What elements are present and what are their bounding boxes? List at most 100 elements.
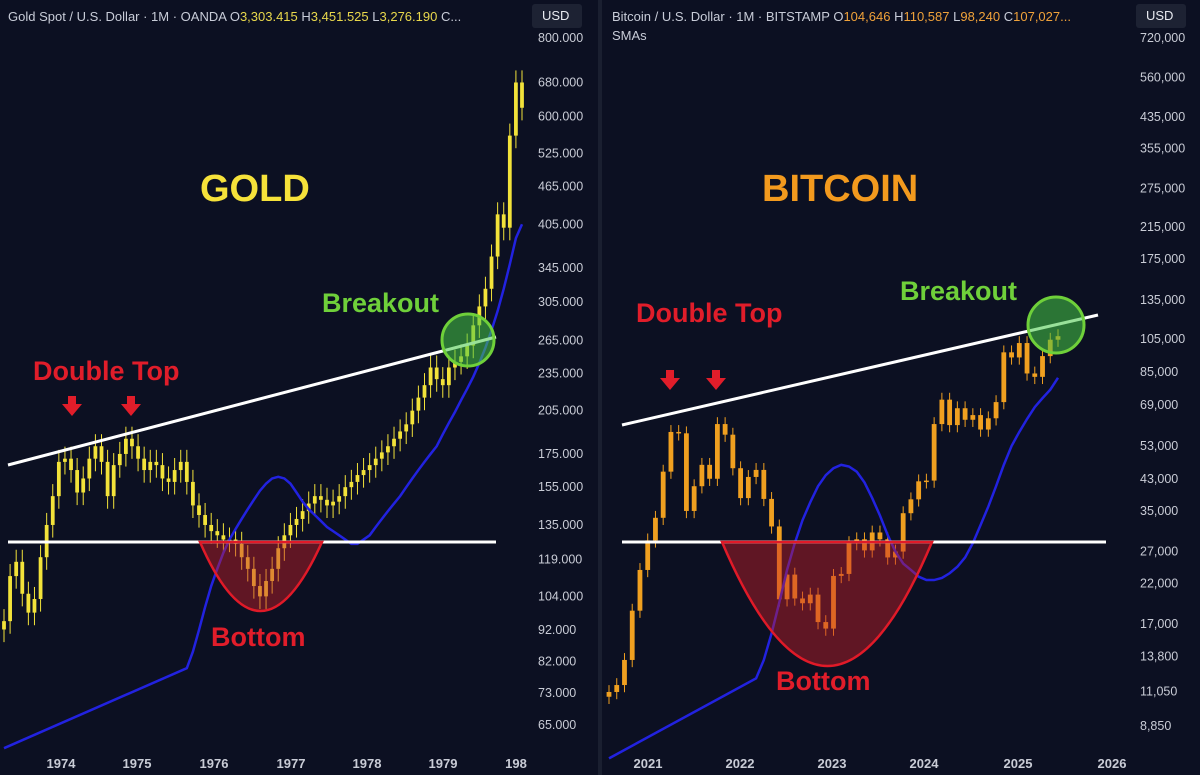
btc-y-tick: 560,000 bbox=[1140, 70, 1185, 84]
gold-candle bbox=[81, 478, 86, 493]
gold-candle bbox=[99, 446, 104, 462]
btc-x-tick: 2024 bbox=[910, 756, 940, 771]
gold-y-tick: 205.000 bbox=[538, 404, 583, 418]
btc-y-tick: 355,000 bbox=[1140, 142, 1185, 156]
gold-sma-line bbox=[3, 223, 524, 750]
btc-bottom-label: Bottom bbox=[776, 666, 871, 696]
btc-x-tick: 2023 bbox=[818, 756, 847, 771]
btc-candle bbox=[831, 575, 836, 629]
gold-candle bbox=[422, 385, 427, 398]
gold-title: GOLD bbox=[200, 168, 310, 210]
gold-candle bbox=[440, 379, 445, 386]
gold-bottom-label: Bottom bbox=[211, 622, 306, 652]
gold-candle bbox=[130, 438, 134, 447]
gold-candle bbox=[191, 481, 195, 506]
btc-breakout-label: Breakout bbox=[900, 276, 1018, 306]
gold-x-tick: 198 bbox=[505, 756, 527, 771]
gold-candle bbox=[184, 461, 189, 482]
gold-y-tick: 119.000 bbox=[538, 552, 582, 566]
gold-candle bbox=[294, 518, 299, 525]
btc-candle bbox=[676, 431, 682, 434]
gold-y-tick: 104.000 bbox=[538, 589, 583, 603]
btc-candle bbox=[993, 402, 999, 419]
btc-double-top-arrow bbox=[660, 370, 680, 390]
gold-candle bbox=[434, 367, 439, 380]
gold-candle bbox=[2, 621, 6, 630]
gold-candle bbox=[75, 470, 80, 493]
gold-candle bbox=[398, 431, 403, 439]
gold-candle bbox=[446, 367, 451, 386]
btc-candle bbox=[908, 499, 914, 514]
gold-candle bbox=[136, 446, 140, 459]
gold-y-tick: 405.000 bbox=[538, 217, 583, 231]
gold-candle bbox=[453, 361, 457, 368]
btc-y-tick: 85,000 bbox=[1140, 365, 1178, 379]
btc-candle bbox=[978, 415, 983, 430]
gold-y-tick: 345.000 bbox=[538, 261, 583, 275]
btc-candle bbox=[1024, 343, 1030, 374]
btc-x-tick: 2021 bbox=[634, 756, 663, 771]
btc-y-tick: 275,000 bbox=[1140, 182, 1185, 196]
gold-candle bbox=[258, 586, 262, 597]
gold-y-tick: 600.000 bbox=[538, 110, 583, 124]
btc-candle bbox=[1032, 373, 1038, 377]
btc-y-tick: 215,000 bbox=[1140, 220, 1185, 234]
btc-candle bbox=[668, 431, 674, 472]
btc-candle bbox=[800, 598, 805, 604]
gold-y-tick: 135.000 bbox=[538, 518, 583, 532]
gold-candle bbox=[160, 465, 165, 479]
gold-candle bbox=[386, 446, 390, 453]
btc-candle bbox=[1009, 352, 1014, 358]
gold-candle bbox=[379, 452, 384, 459]
gold-y-tick: 82.000 bbox=[538, 654, 576, 668]
gold-candle bbox=[392, 438, 396, 447]
gold-candle bbox=[501, 214, 506, 228]
btc-candle bbox=[962, 408, 968, 420]
btc-candle bbox=[900, 513, 906, 552]
gold-candle bbox=[38, 557, 43, 600]
btc-candle bbox=[769, 498, 774, 527]
btc-bottom-bowl bbox=[720, 540, 934, 667]
btc-currency-button[interactable]: USD bbox=[1136, 4, 1186, 28]
btc-candle bbox=[885, 539, 891, 558]
btc-candle bbox=[947, 399, 953, 426]
gold-candle bbox=[251, 568, 256, 587]
btc-candle bbox=[776, 526, 782, 600]
gold-candle bbox=[288, 524, 293, 536]
gold-candle bbox=[69, 458, 73, 471]
gold-annotations bbox=[7, 312, 497, 613]
btc-candle bbox=[792, 574, 798, 599]
gold-candle bbox=[331, 501, 335, 506]
btc-candle bbox=[807, 594, 813, 604]
gold-candle bbox=[32, 599, 37, 613]
gold-candle bbox=[20, 561, 25, 594]
gold-candle bbox=[319, 496, 323, 500]
gold-candle bbox=[514, 82, 518, 136]
btc-y-tick: 43,000 bbox=[1140, 472, 1178, 486]
btc-candle bbox=[916, 481, 922, 500]
gold-candle bbox=[300, 511, 305, 519]
gold-candle bbox=[197, 505, 201, 516]
btc-candle bbox=[939, 399, 945, 425]
gold-double-top-arrow bbox=[62, 396, 82, 416]
btc-y-tick: 105,000 bbox=[1140, 332, 1185, 346]
gold-breakout-circle bbox=[440, 312, 496, 368]
gold-candle bbox=[270, 568, 275, 582]
btc-annotations bbox=[621, 295, 1106, 667]
btc-candle bbox=[653, 517, 658, 541]
gold-x-tick: 1977 bbox=[277, 756, 306, 771]
gold-y-tick: 800.000 bbox=[538, 31, 583, 45]
btc-candle bbox=[970, 415, 976, 420]
btc-candle bbox=[622, 659, 627, 686]
btc-open-label: O bbox=[833, 9, 844, 24]
gold-open-value: 3,303.415 bbox=[239, 9, 298, 24]
btc-candle bbox=[614, 685, 620, 692]
btc-candle bbox=[761, 469, 767, 499]
btc-low-value: 98,240 bbox=[960, 9, 1001, 24]
sma-indicator-label[interactable]: SMAs bbox=[612, 28, 647, 43]
btc-y-tick: 8,850 bbox=[1140, 719, 1171, 733]
gold-candle bbox=[520, 82, 524, 108]
gold-currency-button[interactable]: USD bbox=[532, 4, 582, 28]
btc-candle bbox=[753, 469, 759, 477]
gold-double-top-label: Double Top bbox=[33, 356, 180, 386]
